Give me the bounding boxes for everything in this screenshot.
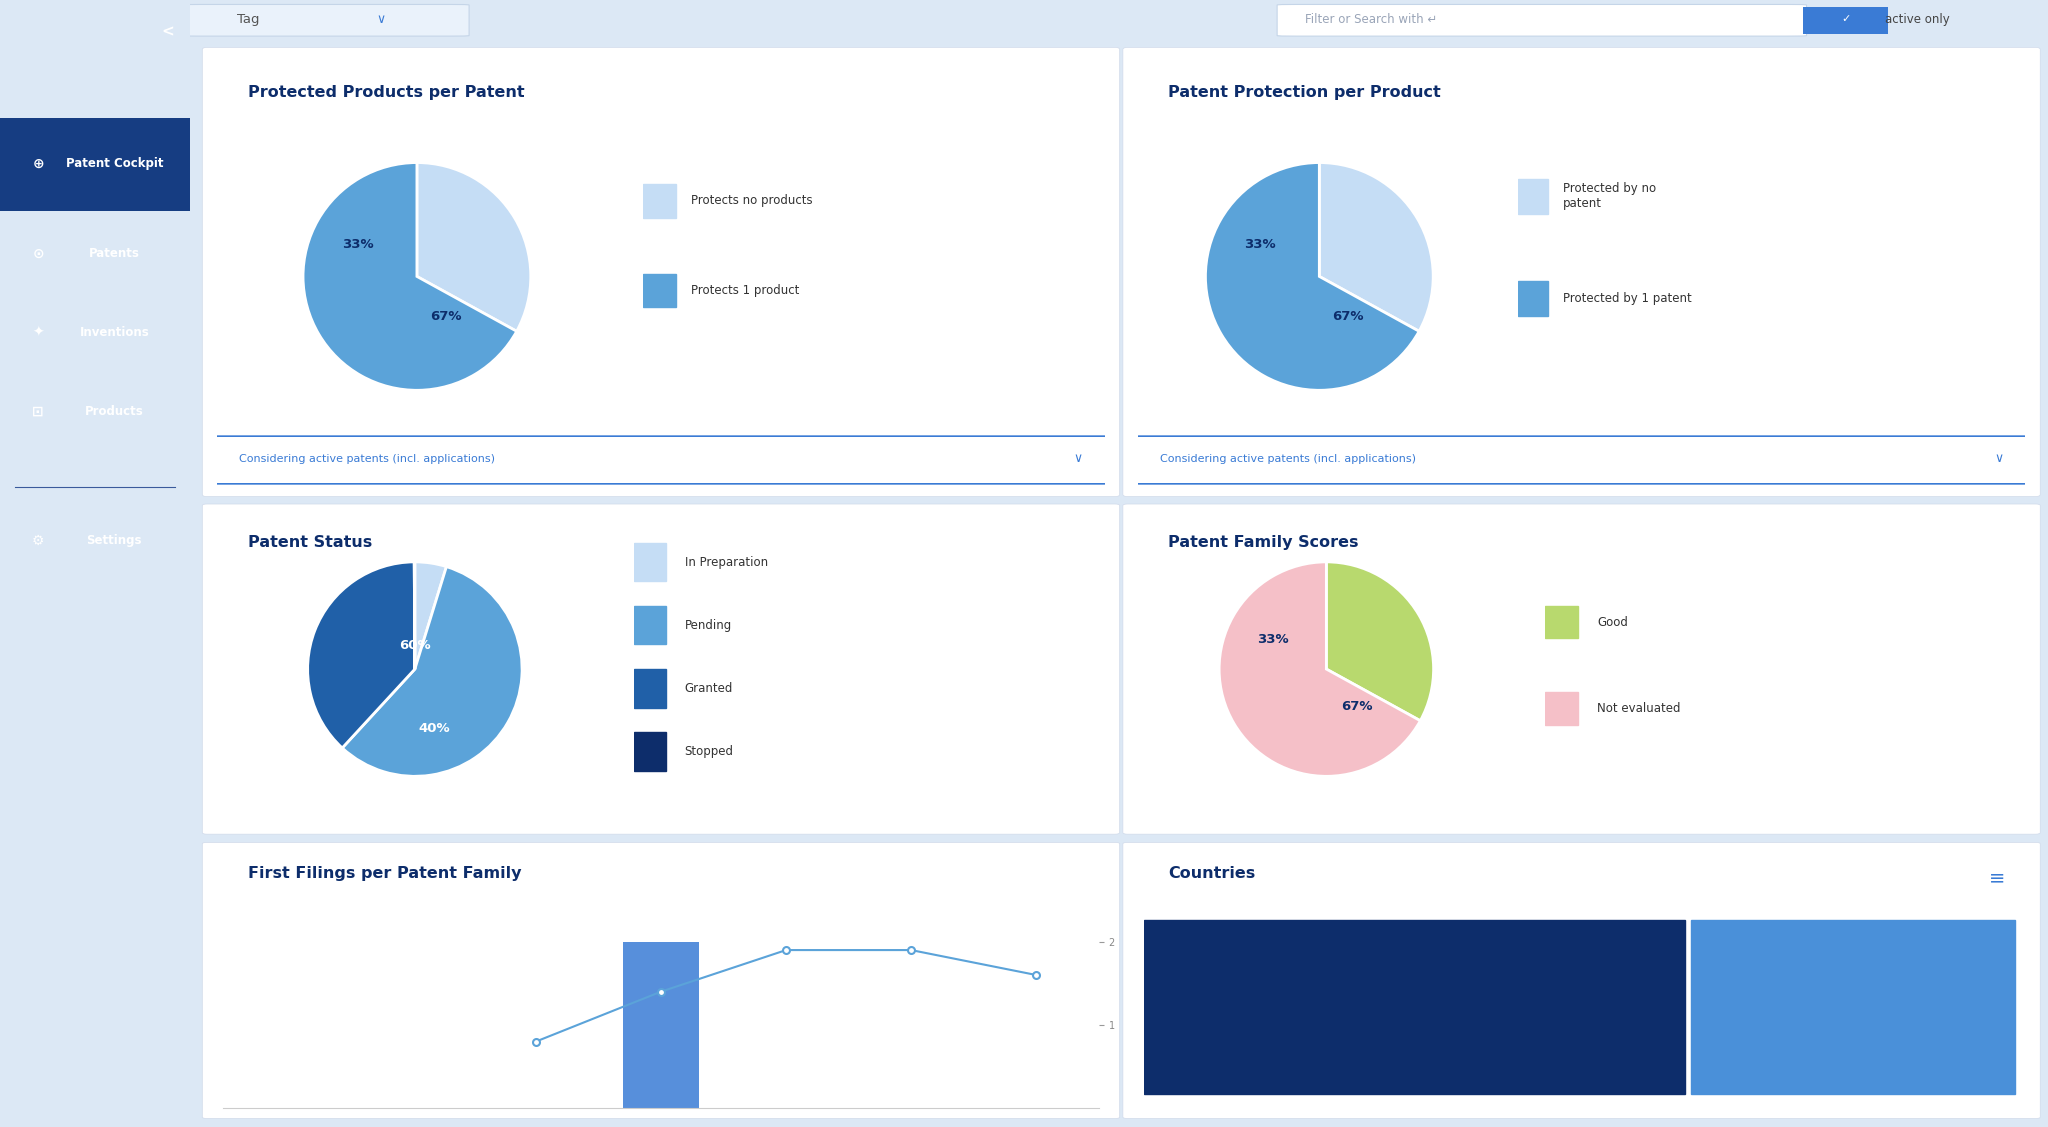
Bar	[643, 184, 676, 218]
Text: Inventions: Inventions	[80, 326, 150, 339]
FancyBboxPatch shape	[180, 5, 469, 36]
Text: Countries: Countries	[1167, 866, 1255, 880]
Text: ⊙: ⊙	[33, 247, 43, 260]
Bar	[1518, 281, 1548, 317]
Bar	[633, 733, 666, 771]
FancyBboxPatch shape	[0, 118, 190, 211]
FancyBboxPatch shape	[1122, 843, 2040, 1118]
Text: Tag: Tag	[238, 14, 260, 26]
FancyBboxPatch shape	[211, 436, 1112, 483]
Text: ∨: ∨	[1995, 452, 2003, 465]
Bar	[1518, 178, 1548, 214]
Wedge shape	[1327, 562, 1434, 721]
Text: Protects 1 product: Protects 1 product	[690, 284, 799, 296]
Text: Protected by no
patent: Protected by no patent	[1563, 183, 1657, 211]
Text: 67%: 67%	[1331, 310, 1364, 322]
FancyBboxPatch shape	[203, 47, 1120, 497]
FancyBboxPatch shape	[1122, 47, 2040, 497]
Text: Protected by 1 patent: Protected by 1 patent	[1563, 292, 1692, 305]
Point	[520, 1032, 553, 1050]
Text: ≡: ≡	[1989, 869, 2005, 887]
Wedge shape	[416, 562, 446, 669]
Bar	[1692, 920, 2015, 1093]
Text: ⊕: ⊕	[33, 157, 43, 170]
FancyBboxPatch shape	[203, 504, 1120, 834]
Text: active only: active only	[1884, 14, 1950, 26]
Text: Considering active patents (incl. applications): Considering active patents (incl. applic…	[240, 454, 496, 464]
Text: Patents: Patents	[88, 247, 139, 260]
Point	[1020, 966, 1053, 984]
Bar	[623, 942, 698, 1108]
Text: First Filings per Patent Family: First Filings per Patent Family	[248, 866, 522, 880]
Text: Settings: Settings	[86, 534, 141, 548]
FancyBboxPatch shape	[1278, 5, 1806, 36]
Text: Pending: Pending	[684, 619, 731, 631]
Wedge shape	[1206, 162, 1419, 390]
Bar	[1546, 606, 1579, 638]
Text: Products: Products	[84, 405, 143, 418]
Text: Patent Family Scores: Patent Family Scores	[1167, 535, 1358, 550]
Wedge shape	[1319, 162, 1434, 331]
Text: Patent Protection per Product: Patent Protection per Product	[1167, 86, 1442, 100]
Point	[645, 983, 678, 1001]
Bar	[643, 274, 676, 308]
Bar	[633, 543, 666, 582]
Wedge shape	[303, 162, 516, 390]
Text: Filter or Search with ↵: Filter or Search with ↵	[1305, 14, 1438, 26]
Text: Protected Products per Patent: Protected Products per Patent	[248, 86, 524, 100]
FancyBboxPatch shape	[1122, 504, 2040, 834]
Text: Patent Status: Patent Status	[248, 535, 373, 550]
Bar	[633, 669, 666, 708]
Bar	[633, 606, 666, 645]
Wedge shape	[342, 567, 522, 777]
Wedge shape	[1219, 562, 1421, 777]
FancyBboxPatch shape	[1130, 436, 2032, 483]
Text: 67%: 67%	[1341, 700, 1372, 713]
Text: Good: Good	[1597, 615, 1628, 629]
Text: Protects no products: Protects no products	[690, 194, 813, 207]
Bar	[1546, 692, 1579, 725]
Wedge shape	[307, 562, 416, 748]
Text: Not evaluated: Not evaluated	[1597, 702, 1681, 715]
FancyBboxPatch shape	[203, 843, 1120, 1118]
Text: Stopped: Stopped	[684, 745, 733, 758]
Text: 33%: 33%	[1257, 632, 1288, 646]
Text: ⊡: ⊡	[33, 405, 43, 418]
Text: ✦: ✦	[33, 326, 43, 339]
Text: 33%: 33%	[1245, 238, 1276, 251]
Text: 40%: 40%	[418, 721, 451, 735]
Text: 33%: 33%	[342, 238, 373, 251]
Text: ∨: ∨	[1073, 452, 1083, 465]
Text: Considering active patents (incl. applications): Considering active patents (incl. applic…	[1159, 454, 1415, 464]
Text: In Preparation: In Preparation	[684, 556, 768, 568]
Text: ∨: ∨	[377, 14, 385, 26]
Text: ✓: ✓	[1841, 15, 1849, 25]
Wedge shape	[418, 162, 530, 331]
Text: 67%: 67%	[430, 310, 461, 322]
Text: Patent Cockpit: Patent Cockpit	[66, 157, 164, 170]
Point	[770, 941, 803, 959]
Text: <: <	[162, 24, 174, 39]
Bar	[1143, 920, 1686, 1093]
Point	[895, 941, 928, 959]
FancyBboxPatch shape	[1802, 7, 1888, 34]
Text: 60%: 60%	[399, 639, 430, 653]
Text: Granted: Granted	[684, 682, 733, 695]
Text: ⚙: ⚙	[33, 534, 45, 548]
